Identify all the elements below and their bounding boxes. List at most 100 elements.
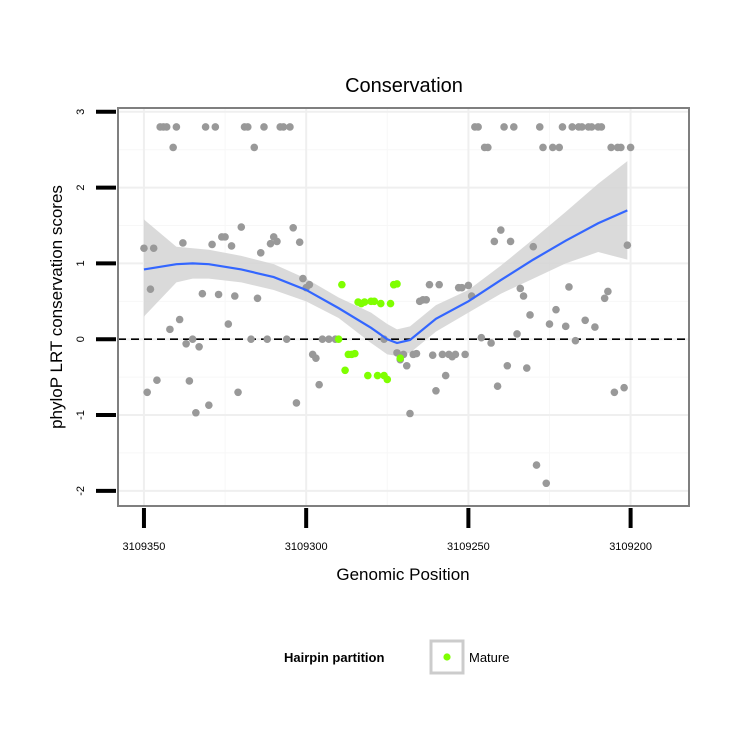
other-point xyxy=(568,123,577,131)
other-point xyxy=(438,350,447,359)
other-point xyxy=(315,380,323,389)
smooth-curve xyxy=(143,209,628,345)
other-point xyxy=(558,123,567,131)
other-point xyxy=(561,322,570,331)
other-point xyxy=(500,123,508,131)
other-point xyxy=(227,242,236,250)
other-point xyxy=(243,123,252,131)
other-point xyxy=(162,123,171,131)
other-point xyxy=(305,280,314,289)
other-point xyxy=(237,223,246,231)
x-axis: 3109350 3109300 3109250 3109200 xyxy=(123,508,652,553)
other-point xyxy=(597,123,606,131)
other-point xyxy=(506,237,515,246)
y-tick-label: 3 xyxy=(75,109,87,115)
other-point xyxy=(464,281,473,290)
other-point xyxy=(620,383,628,392)
other-point xyxy=(552,305,560,314)
other-point xyxy=(205,401,213,409)
plot-border xyxy=(117,107,690,507)
other-point xyxy=(477,333,486,342)
other-point xyxy=(292,399,301,407)
other-point xyxy=(282,335,291,344)
other-point xyxy=(406,409,414,418)
mature-point xyxy=(383,375,392,384)
mature-point xyxy=(360,298,369,306)
other-point xyxy=(182,339,190,348)
other-point xyxy=(214,290,223,299)
y-tick-label: 0 xyxy=(75,336,87,342)
mature-point xyxy=(351,349,359,358)
other-point xyxy=(519,292,528,300)
other-point xyxy=(542,479,551,488)
mature-point xyxy=(364,371,372,380)
other-point xyxy=(279,123,288,131)
other-point xyxy=(539,143,547,152)
other-point xyxy=(458,283,466,292)
other-point xyxy=(192,408,200,417)
x-tick-label: 3109250 xyxy=(447,541,490,553)
other-point xyxy=(230,292,239,300)
other-point xyxy=(146,285,155,293)
plot-panel xyxy=(118,108,689,506)
x-tick-label: 3109300 xyxy=(285,541,328,553)
legend-label-mature: Mature xyxy=(469,650,509,665)
other-point xyxy=(211,123,220,131)
y-axis-title: phyloP LRT conservation scores xyxy=(47,185,66,429)
other-point xyxy=(513,330,521,338)
x-tick-label: 3109200 xyxy=(609,541,652,553)
other-point xyxy=(604,287,612,296)
other-point xyxy=(548,143,557,152)
mature-point xyxy=(370,297,379,306)
other-point xyxy=(185,377,194,385)
other-point xyxy=(600,294,609,303)
other-point xyxy=(441,371,450,380)
other-point xyxy=(493,382,502,391)
other-point xyxy=(256,248,265,257)
other-point xyxy=(490,237,499,246)
other-point xyxy=(503,361,512,370)
other-point xyxy=(428,351,437,359)
other-point xyxy=(179,239,187,247)
other-point xyxy=(325,335,333,344)
other-point xyxy=(487,339,495,347)
smooth-line xyxy=(143,209,628,345)
chart-title: Conservation xyxy=(345,75,463,97)
y-tick-label: 1 xyxy=(75,260,87,266)
other-point xyxy=(578,123,586,131)
y-tick-label: -1 xyxy=(75,410,87,420)
x-tick-label: 3109350 xyxy=(123,541,166,553)
legend: Hairpin partition Mature xyxy=(284,639,509,675)
other-point xyxy=(299,274,307,283)
other-point xyxy=(260,123,268,131)
other-point xyxy=(555,143,564,152)
other-point xyxy=(565,283,573,291)
mature-point xyxy=(338,280,346,289)
mature-point xyxy=(334,335,343,344)
other-point xyxy=(250,143,259,152)
other-point xyxy=(474,123,482,131)
other-point xyxy=(149,244,158,253)
other-point xyxy=(587,123,596,131)
other-point xyxy=(166,325,174,334)
other-point xyxy=(432,386,440,395)
confidence-band xyxy=(143,161,628,356)
other-point xyxy=(198,289,207,298)
y-tick-label: 2 xyxy=(75,185,87,191)
mature-point xyxy=(341,366,349,375)
other-point xyxy=(286,123,294,131)
other-point xyxy=(591,323,599,331)
other-point xyxy=(497,226,505,234)
other-point xyxy=(195,343,203,351)
other-point xyxy=(175,315,184,324)
confidence-band-area xyxy=(143,161,628,356)
other-point xyxy=(188,335,197,344)
x-axis-title: Genomic Position xyxy=(336,565,469,584)
other-point xyxy=(172,123,181,131)
other-point xyxy=(529,242,538,251)
data-points xyxy=(140,123,635,488)
other-point xyxy=(626,143,635,152)
mature-point xyxy=(386,299,395,308)
other-point xyxy=(435,280,443,289)
other-point xyxy=(234,388,242,397)
